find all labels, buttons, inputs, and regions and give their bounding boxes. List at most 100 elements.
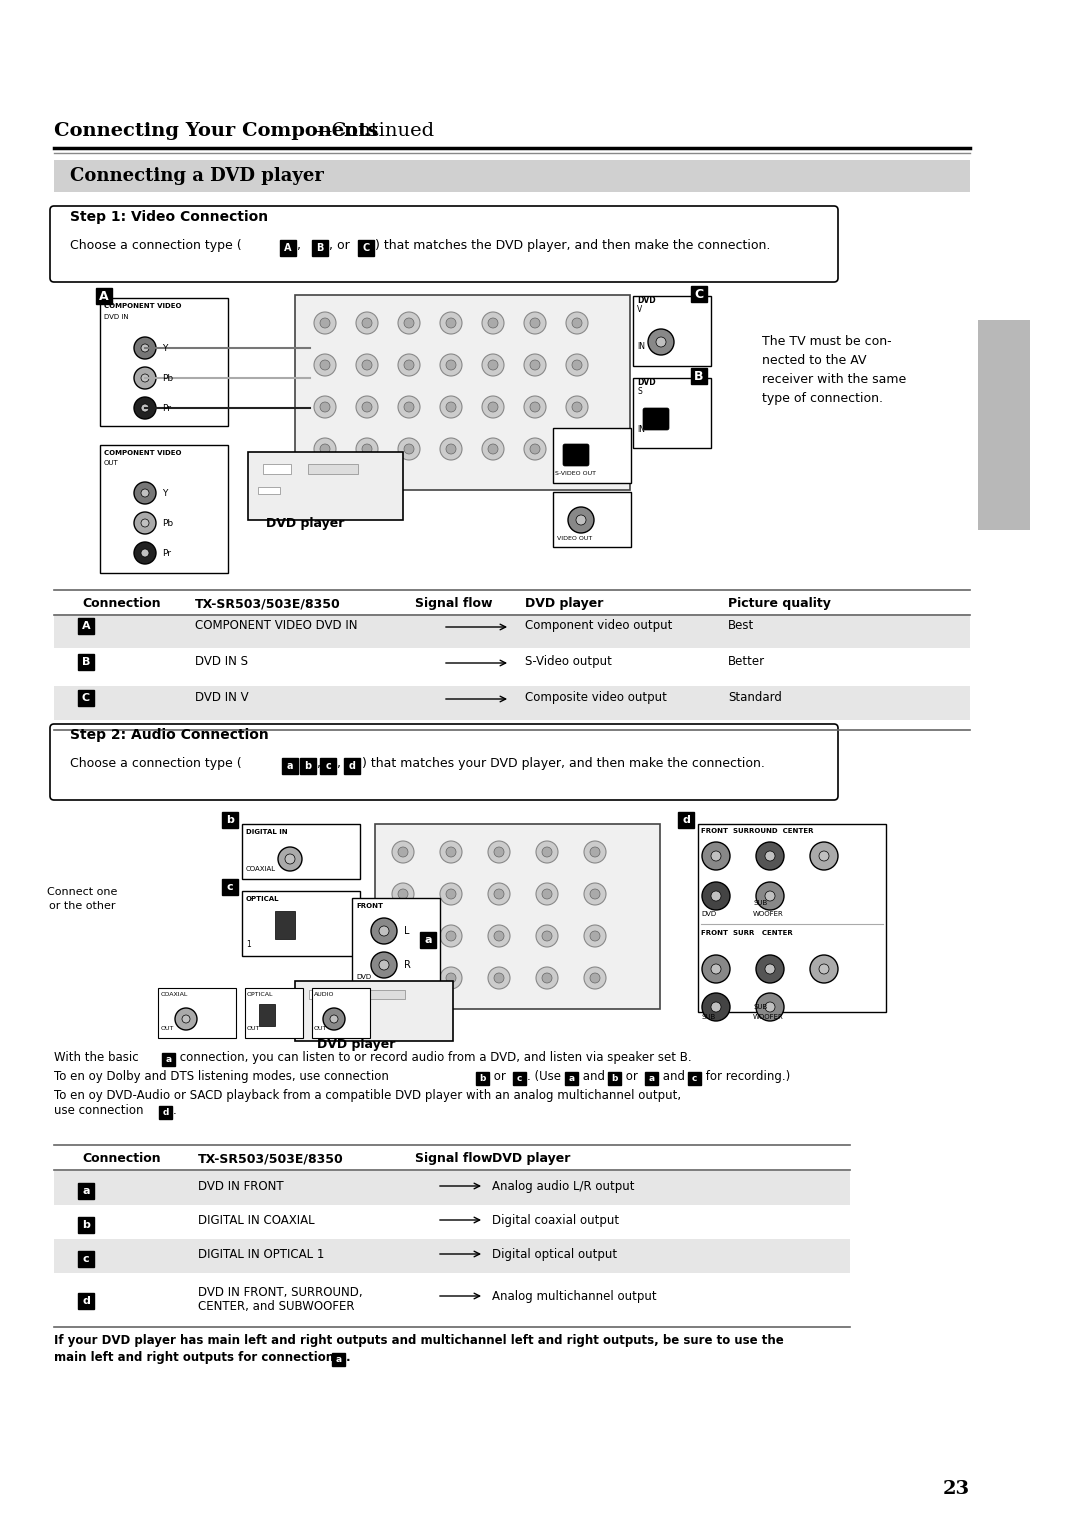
Text: SUB: SUB — [753, 1004, 767, 1010]
Circle shape — [488, 361, 498, 370]
Bar — [245, 989, 303, 1038]
Circle shape — [399, 312, 420, 335]
Text: Connecting a DVD player: Connecting a DVD player — [70, 167, 324, 185]
Bar — [100, 445, 228, 573]
Circle shape — [488, 318, 498, 329]
Bar — [308, 465, 357, 474]
Text: , or: , or — [337, 756, 362, 770]
Bar — [553, 428, 631, 483]
Circle shape — [440, 354, 462, 376]
Text: Pr: Pr — [162, 549, 171, 558]
Circle shape — [440, 312, 462, 335]
Text: or: or — [622, 1070, 642, 1083]
Circle shape — [356, 396, 378, 419]
Circle shape — [542, 973, 552, 983]
Text: Best: Best — [728, 619, 754, 633]
Text: .: . — [173, 1105, 177, 1117]
Circle shape — [488, 840, 510, 863]
Text: b: b — [480, 1074, 486, 1083]
Text: d: d — [162, 1108, 168, 1117]
Circle shape — [404, 445, 414, 454]
Circle shape — [399, 931, 408, 941]
Text: main left and right outputs for connection: main left and right outputs for connecti… — [54, 1351, 338, 1365]
Text: Signal flow: Signal flow — [415, 597, 492, 610]
Circle shape — [141, 520, 149, 527]
Circle shape — [568, 448, 584, 463]
Circle shape — [446, 402, 456, 413]
Circle shape — [702, 955, 730, 983]
Circle shape — [134, 512, 156, 533]
Text: Step 2: Audio Connection: Step 2: Audio Connection — [70, 727, 269, 743]
Text: TX-SR503/503E/8350: TX-SR503/503E/8350 — [198, 1152, 343, 1164]
Circle shape — [314, 312, 336, 335]
Circle shape — [656, 338, 666, 347]
Text: d: d — [82, 1296, 90, 1306]
Circle shape — [711, 891, 721, 902]
Text: . (Use: . (Use — [527, 1070, 565, 1083]
Text: DIGITAL IN OPTICAL 1: DIGITAL IN OPTICAL 1 — [198, 1248, 324, 1261]
Circle shape — [399, 847, 408, 857]
Circle shape — [482, 354, 504, 376]
Circle shape — [482, 396, 504, 419]
Circle shape — [392, 883, 414, 905]
Circle shape — [530, 361, 540, 370]
Text: A: A — [99, 289, 109, 303]
Text: ,: , — [318, 756, 325, 770]
Text: b: b — [611, 1074, 618, 1083]
Circle shape — [356, 439, 378, 460]
Bar — [332, 1352, 345, 1366]
Text: Connect one
or the other: Connect one or the other — [46, 886, 118, 911]
Bar — [100, 298, 228, 426]
Text: DVD IN V: DVD IN V — [195, 691, 248, 704]
Circle shape — [399, 439, 420, 460]
Text: b: b — [226, 814, 234, 825]
Bar — [275, 911, 295, 940]
Circle shape — [702, 993, 730, 1021]
Text: ,: , — [299, 756, 307, 770]
Text: and: and — [659, 1070, 689, 1083]
Circle shape — [372, 918, 397, 944]
FancyBboxPatch shape — [50, 724, 838, 801]
Circle shape — [524, 354, 546, 376]
Bar — [282, 758, 298, 775]
Circle shape — [314, 354, 336, 376]
Circle shape — [536, 967, 558, 989]
Bar — [242, 891, 360, 957]
Bar — [565, 1073, 578, 1085]
Bar — [633, 377, 711, 448]
Circle shape — [590, 931, 600, 941]
Text: SUB: SUB — [753, 900, 767, 906]
Text: COMPONENT VIDEO DVD IN: COMPONENT VIDEO DVD IN — [195, 619, 357, 633]
Text: DVD: DVD — [701, 911, 716, 917]
Bar — [222, 811, 238, 828]
Circle shape — [530, 318, 540, 329]
Circle shape — [576, 515, 586, 526]
Circle shape — [446, 889, 456, 898]
Bar — [54, 1273, 850, 1323]
Bar — [54, 160, 970, 193]
Circle shape — [356, 354, 378, 376]
Text: A: A — [284, 243, 292, 254]
Text: Standard: Standard — [728, 691, 782, 704]
Text: ) that matches the DVD player, and then make the connection.: ) that matches the DVD player, and then … — [375, 238, 770, 252]
Bar — [978, 319, 1030, 530]
Bar — [258, 487, 280, 494]
Circle shape — [446, 318, 456, 329]
Circle shape — [488, 445, 498, 454]
Text: DIGITAL IN: DIGITAL IN — [246, 830, 287, 834]
Circle shape — [404, 318, 414, 329]
Circle shape — [542, 931, 552, 941]
Bar — [78, 654, 94, 669]
Text: , or: , or — [329, 238, 354, 252]
Text: Analog multichannel output: Analog multichannel output — [492, 1290, 657, 1303]
Circle shape — [399, 889, 408, 898]
Bar — [320, 758, 336, 775]
Circle shape — [524, 396, 546, 419]
Text: Y: Y — [162, 344, 167, 353]
Text: ) that matches your DVD player, and then make the connection.: ) that matches your DVD player, and then… — [362, 756, 765, 770]
Bar — [691, 368, 707, 384]
Text: B: B — [694, 370, 704, 382]
Bar — [698, 824, 886, 1012]
Circle shape — [648, 329, 674, 354]
Circle shape — [399, 354, 420, 376]
